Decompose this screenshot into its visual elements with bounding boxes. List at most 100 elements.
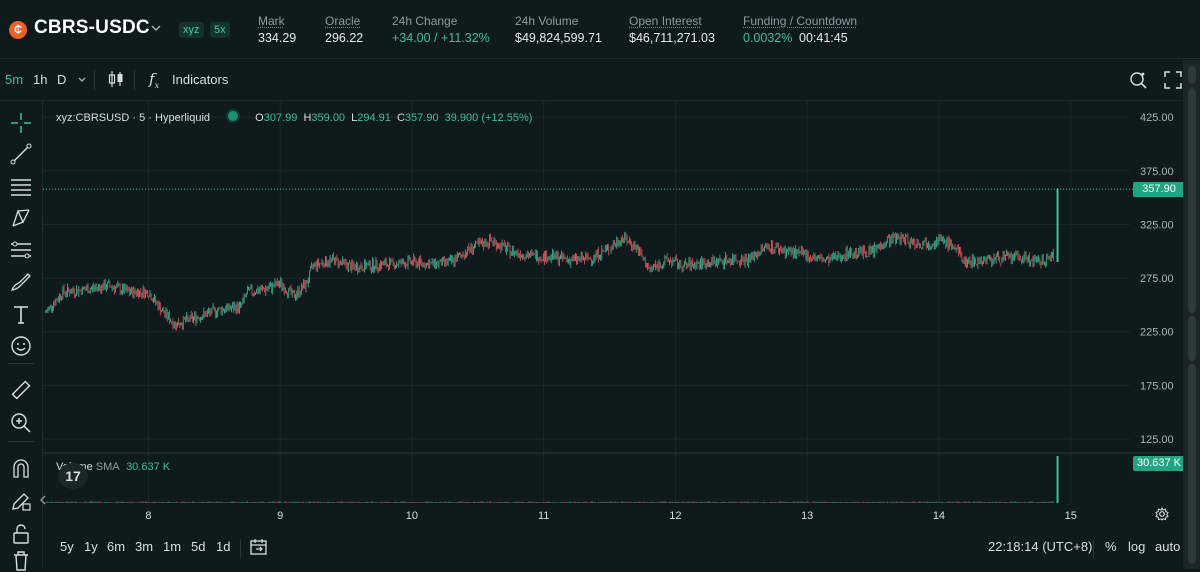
- volume-bar: [125, 502, 127, 503]
- pattern-icon[interactable]: [9, 206, 33, 230]
- volume-bar: [576, 502, 577, 503]
- volume-bar: [134, 502, 136, 503]
- clock-time[interactable]: 22:18:14 (UTC+8): [988, 539, 1093, 554]
- volume-bar: [112, 502, 114, 503]
- timeframe-d[interactable]: D: [57, 72, 67, 87]
- fib-icon[interactable]: [9, 238, 33, 262]
- volume-bar: [838, 501, 840, 503]
- mark-label[interactable]: Mark: [258, 14, 285, 28]
- range-5y[interactable]: 5y: [60, 539, 74, 554]
- volume-bar: [714, 501, 716, 503]
- volume-bar: [130, 502, 131, 503]
- range-6m[interactable]: 6m: [107, 539, 126, 554]
- range-1m[interactable]: 1m: [163, 539, 182, 554]
- fullscreen-icon[interactable]: [1163, 70, 1183, 90]
- legend-change: 39.900 (+12.55%): [444, 112, 533, 124]
- volume-bar: [662, 502, 663, 503]
- timeframe-dropdown-icon[interactable]: [77, 75, 87, 85]
- scrollbar-thumb[interactable]: [1188, 316, 1196, 361]
- scrollbar-thumb[interactable]: [1188, 364, 1196, 564]
- timeframe-5m[interactable]: 5m: [5, 72, 24, 87]
- horizontal-lines-icon[interactable]: [9, 174, 33, 198]
- auto-scale-toggle[interactable]: auto: [1155, 539, 1181, 554]
- volume-bar: [745, 501, 747, 503]
- volume-bar: [766, 502, 768, 503]
- pencil-lock-icon[interactable]: [9, 489, 33, 513]
- volume-bar: [409, 501, 411, 503]
- ruler-icon[interactable]: [9, 378, 33, 402]
- volume-bar: [498, 501, 499, 503]
- volume-bar: [908, 502, 910, 503]
- candle-type-icon[interactable]: [106, 69, 126, 89]
- price-chart[interactable]: 425.00 375.00 325.00 275.00 225.00 175.00 125.…: [43, 101, 1180, 569]
- go-to-date-icon[interactable]: [249, 537, 269, 557]
- oracle-label[interactable]: Oracle: [325, 14, 361, 28]
- crosshair-icon[interactable]: [9, 111, 33, 135]
- volume-bar: [810, 502, 811, 503]
- volume-bar: [826, 502, 827, 503]
- scrollbar-thumb[interactable]: [1188, 66, 1196, 84]
- live-dot-icon: [226, 109, 241, 123]
- volume-bar: [554, 501, 556, 503]
- volume-bar: [154, 501, 155, 503]
- percent-scale-toggle[interactable]: %: [1105, 539, 1117, 554]
- volume-bar: [724, 502, 725, 503]
- screenshot-icon[interactable]: [1128, 70, 1148, 90]
- volume-bar: [1045, 501, 1046, 503]
- volume-sma-label: SMA: [95, 461, 119, 473]
- volume-bar: [583, 502, 584, 503]
- volume-bar: [174, 502, 176, 503]
- volume-bar: [996, 502, 998, 503]
- volume-bar: [665, 501, 667, 503]
- timeframe-1h[interactable]: 1h: [33, 72, 48, 87]
- open-interest-label[interactable]: Open Interest: [629, 14, 702, 28]
- indicators-button[interactable]: Indicators: [172, 72, 229, 87]
- emoji-icon[interactable]: [9, 334, 33, 358]
- brush-icon[interactable]: [9, 270, 33, 294]
- volume-bar: [263, 501, 264, 503]
- market-pair-selector[interactable]: CBRS-USDC: [34, 17, 150, 38]
- volume-bar: [319, 502, 321, 503]
- volume-bar: [302, 501, 303, 503]
- volume-bar: [408, 502, 410, 503]
- volume-bar: [721, 501, 723, 503]
- volume-bar: [584, 501, 585, 503]
- volume-bar: [673, 502, 675, 503]
- volume-bar: [405, 501, 407, 503]
- chart-settings-gear-icon[interactable]: [1155, 507, 1169, 521]
- magnet-icon[interactable]: [9, 456, 33, 480]
- volume-bar: [155, 502, 157, 503]
- lock-icon[interactable]: [9, 522, 33, 546]
- volume-bar: [315, 502, 317, 503]
- volume-bar: [187, 502, 189, 503]
- volume-bar: [752, 501, 754, 503]
- zoom-in-icon[interactable]: [9, 411, 33, 435]
- range-3m[interactable]: 3m: [135, 539, 154, 554]
- volume-bar: [202, 501, 204, 503]
- volume-bar: [995, 501, 997, 503]
- volume-bar: [907, 501, 909, 503]
- range-5d[interactable]: 5d: [191, 539, 206, 554]
- volume-bar: [534, 501, 536, 503]
- volume-bar: [118, 502, 120, 503]
- trend-line-icon[interactable]: [9, 142, 33, 166]
- funding-label[interactable]: Funding / Countdown: [743, 14, 858, 28]
- chevron-down-icon[interactable]: [150, 22, 162, 34]
- volume-bar: [100, 501, 102, 503]
- volume-bar: [310, 501, 311, 503]
- collapse-arrow-icon[interactable]: [39, 495, 47, 505]
- log-scale-toggle[interactable]: log: [1128, 539, 1146, 554]
- text-tool-icon[interactable]: [9, 302, 33, 326]
- volume-bar: [1016, 502, 1018, 503]
- range-1d[interactable]: 1d: [216, 539, 231, 554]
- volume-bar: [786, 502, 787, 503]
- scrollbar-thumb[interactable]: [1188, 88, 1196, 313]
- volume-bar: [922, 502, 924, 503]
- volume-bar: [779, 501, 780, 503]
- date-tick-label: 10: [406, 510, 418, 522]
- volume-bar: [206, 501, 208, 503]
- volume-bar: [80, 502, 82, 503]
- range-1y[interactable]: 1y: [84, 539, 98, 554]
- indicators-fx-icon[interactable]: fx: [149, 70, 160, 90]
- trash-icon[interactable]: [9, 548, 33, 572]
